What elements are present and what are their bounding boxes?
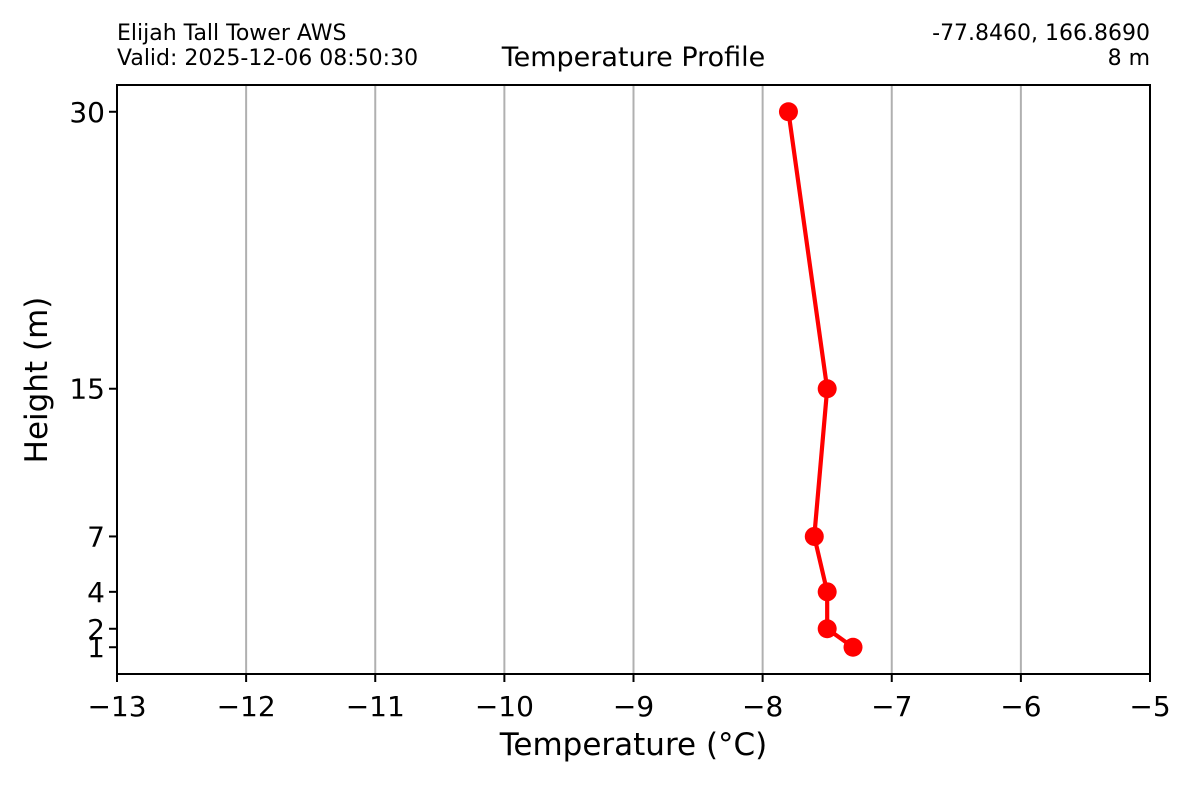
- y-tick-label: 7: [87, 520, 105, 553]
- station-coordinates: -77.8460, 166.8690: [932, 21, 1150, 46]
- y-tick-label: 4: [87, 576, 105, 609]
- temperature-line: [786, 109, 856, 650]
- x-tick-label: −7: [871, 690, 912, 723]
- station-name: Elijah Tall Tower AWS: [117, 21, 347, 46]
- x-tick-label: −9: [613, 690, 654, 723]
- x-tick-label: −12: [217, 690, 276, 723]
- data-point-7m: [804, 526, 824, 546]
- header-right: -77.8460, 166.8690 8 m: [932, 21, 1150, 71]
- y-tick-label: 2: [87, 613, 105, 646]
- y-axis-label: Height (m): [19, 296, 55, 464]
- data-point-2m: [817, 619, 837, 639]
- x-tick-label: −5: [1129, 690, 1170, 723]
- x-tick-label: −13: [87, 690, 146, 723]
- y-tick-label: 1: [87, 631, 105, 664]
- x-tick-label: −8: [742, 690, 783, 723]
- data-point-4m: [817, 582, 837, 602]
- x-tick-label: −10: [475, 690, 534, 723]
- data-point-1m: [843, 637, 863, 657]
- x-tick-label: −11: [346, 690, 405, 723]
- y-tick-label: 30: [69, 96, 105, 129]
- x-tick-label: −6: [1000, 690, 1041, 723]
- data-point-30m: [778, 102, 798, 122]
- station-elevation: 8 m: [1107, 46, 1150, 71]
- valid-time: Valid: 2025-12-06 08:50:30: [117, 46, 419, 71]
- x-axis-label: Temperature (°C): [499, 727, 768, 763]
- chart-title: Temperature Profile: [501, 42, 766, 73]
- y-tick-label: 15: [69, 373, 105, 406]
- data-point-15m: [817, 379, 837, 399]
- header-left: Elijah Tall Tower AWS Valid: 2025-12-06 …: [117, 21, 418, 71]
